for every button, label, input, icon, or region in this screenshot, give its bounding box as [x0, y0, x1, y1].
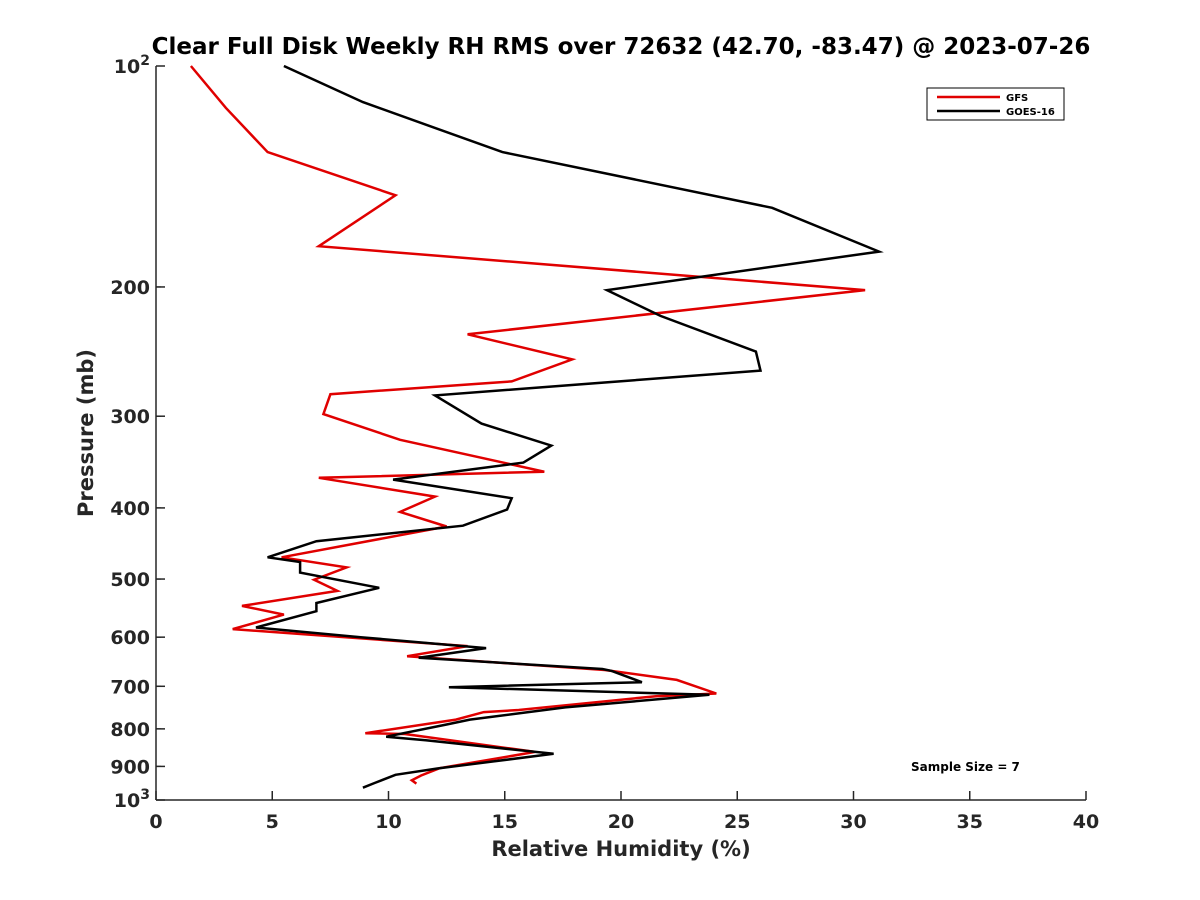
y-tick-label: 900 [110, 756, 150, 778]
x-tick-label: 30 [840, 811, 866, 833]
chart-title: Clear Full Disk Weekly RH RMS over 72632… [152, 34, 1091, 60]
y-axis-ticks: 102 200 300 400 500 600 700 800 900 103 [110, 53, 165, 812]
legend-label-gfs: GFS [1006, 93, 1028, 104]
plot-area: 0 5 10 15 20 25 30 35 40 102 200 300 400 500 600 700 80… [110, 53, 1099, 833]
legend-box [926, 87, 1065, 121]
x-axis-label: Relative Humidity (%) [491, 837, 750, 861]
x-tick-label: 15 [492, 811, 518, 833]
y-tick-label: 200 [110, 277, 150, 299]
y-tick-label: 400 [110, 498, 150, 520]
x-tick-label: 25 [724, 811, 750, 833]
series-line-gfs [189, 65, 866, 785]
x-tick-label: 40 [1073, 811, 1099, 833]
y-tick-label: 103 [114, 787, 150, 812]
sample-size-annotation: Sample Size = 7 [911, 760, 1020, 774]
legend: GFS GOES-16 [926, 87, 1065, 121]
y-axis-label: Pressure (mb) [74, 349, 98, 517]
plot-background [156, 66, 1086, 800]
series-layer [189, 64, 884, 789]
y-tick-label: 102 [114, 53, 150, 78]
x-tick-label: 0 [149, 811, 162, 833]
x-axis-ticks: 0 5 10 15 20 25 30 35 40 [149, 791, 1099, 833]
series-line-goes-16 [255, 64, 884, 789]
y-tick-label: 300 [110, 406, 150, 428]
y-tick-label: 600 [110, 627, 150, 649]
y-tick-label: 500 [110, 569, 150, 591]
x-tick-label: 5 [266, 811, 279, 833]
x-tick-label: 10 [375, 811, 401, 833]
y-tick-label: 700 [110, 676, 150, 698]
x-tick-label: 20 [608, 811, 634, 833]
x-tick-label: 35 [957, 811, 983, 833]
y-tick-label: 800 [110, 719, 150, 741]
legend-label-goes-16: GOES-16 [1006, 107, 1055, 118]
